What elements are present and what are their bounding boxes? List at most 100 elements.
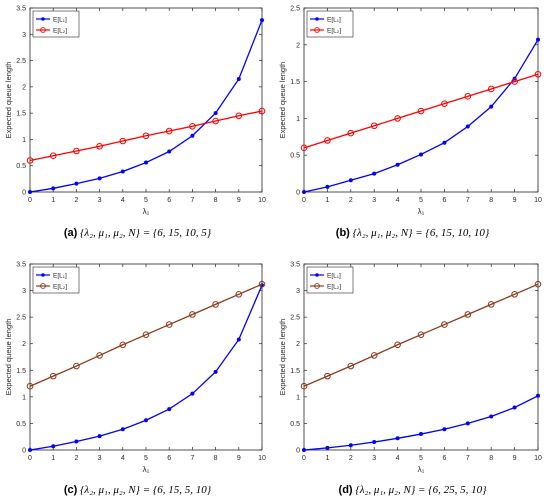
data-point-d-0-6 [442,427,447,432]
data-point-d-1-7 [464,311,472,318]
data-point-a-0-6 [167,149,172,154]
data-point-c-0-5 [144,418,148,423]
x-tick-label-a-8: 8 [214,197,218,204]
series-line-c-1 [29,283,263,387]
data-point-c-0-2 [74,439,79,444]
data-point-b-1-5 [417,107,425,115]
caption-a: (a) {λ₂, μ₁, μ₂, N} = {6, 15, 10, 5} [0,227,275,239]
x-tick-label-c-2: 2 [74,455,78,462]
data-point-a-1-7 [189,122,196,130]
y-tick-label-d-4: 2 [296,341,300,348]
data-point-b-0-10 [536,37,540,42]
y-tick-label-d-1: 0.5 [290,421,300,428]
data-point-a-0-7 [190,133,195,138]
data-point-c-1-0 [26,382,34,390]
y-tick-label-a-2: 1 [22,137,26,144]
y-tick-label-d-0: 0 [296,448,300,455]
data-point-b-0-2 [348,178,353,183]
data-point-d-1-0 [300,382,308,390]
legend-label-d-1: E[L₂] [327,284,341,291]
data-point-c-1-5 [142,331,150,338]
data-point-d-1-3 [370,352,378,359]
caption-a-tag: (a) [63,227,78,239]
data-point-c-1-8 [212,301,219,308]
x-tick-label-d-2: 2 [349,455,353,462]
data-point-c-1-3 [96,352,103,359]
legend-label-a-0: E[L₁] [53,17,67,24]
series-line-b-1 [303,73,539,149]
x-tick-label-c-5: 5 [144,455,148,462]
data-point-b-0-6 [442,140,447,145]
legend-marker-c-0 [41,273,45,277]
data-point-a-1-6 [165,127,173,135]
x-tick-label-b-4: 4 [396,197,400,204]
x-tick-label-d-5: 5 [419,455,423,462]
data-point-b-0-1 [325,184,330,189]
data-point-c-1-4 [119,341,127,349]
data-point-a-0-5 [144,160,148,165]
data-point-c-1-9 [235,290,243,298]
data-point-a-0-0 [28,190,32,194]
y-tick-label-a-5: 2.5 [16,58,26,65]
x-tick-label-d-7: 7 [466,455,470,462]
data-point-b-1-2 [347,129,355,137]
chart-a: 0 1 2 3 4 5 6 7 8 9 10 0 0.5 1 1.5 2 2.5 3 3.5 λ₁ Expected q… [4,6,266,217]
plot-area-b [303,7,539,193]
data-point-b-0-0 [302,190,306,194]
data-point-b-1-10 [534,70,542,78]
y-axis-label-a: Expected queue length [4,62,13,139]
data-point-b-1-6 [441,100,448,107]
x-tick-label-a-2: 2 [74,197,78,204]
data-point-a-0-10 [260,18,264,23]
y-tick-label-c-3: 1.5 [16,368,26,375]
x-tick-label-a-3: 3 [98,197,102,204]
data-point-a-1-3 [96,142,103,150]
legend-marker-c-1 [40,283,46,289]
data-point-b-1-4 [394,115,401,122]
x-tick-label-c-7: 7 [190,455,194,462]
data-point-c-1-7 [189,311,196,318]
data-point-d-0-1 [325,445,330,450]
data-point-d-0-10 [536,393,540,398]
data-point-a-1-8 [212,117,219,125]
x-tick-label-b-9: 9 [513,197,517,204]
data-point-d-0-0 [302,448,306,452]
x-tick-label-c-1: 1 [51,455,55,462]
y-tick-label-d-5: 2.5 [290,315,300,322]
data-point-d-1-1 [324,372,331,380]
data-point-d-1-9 [511,290,518,298]
data-point-c-0-0 [28,448,32,452]
data-point-d-0-7 [465,421,470,426]
y-tick-label-c-6: 3 [22,288,26,295]
data-point-b-0-8 [489,104,494,109]
y-tick-label-d-3: 1.5 [290,368,300,375]
x-tick-label-b-6: 6 [442,197,446,204]
y-tick-label-a-3: 1.5 [16,111,26,118]
y-tick-label-b-1: 0.5 [290,153,300,160]
data-point-c-1-2 [73,362,80,370]
x-tick-label-c-8: 8 [214,455,218,462]
data-point-d-0-3 [372,440,377,445]
y-tick-label-b-5: 2.5 [290,6,300,13]
x-tick-label-d-4: 4 [396,455,400,462]
chart-c: 0 1 2 3 4 5 6 7 8 9 10 0 0.5 1 1.5 2 2.5 3 3.5 λ₁ Expected q… [4,262,266,475]
x-tick-label-a-4: 4 [121,197,125,204]
y-tick-label-d-6: 3 [296,288,300,295]
data-point-a-1-9 [235,112,243,120]
x-axis-label-a: λ₁ [143,207,150,216]
y-axis-label-b: Expected queue length [278,62,287,139]
y-axis-label-c: Expected queue length [4,319,13,396]
x-tick-label-a-6: 6 [167,197,171,204]
y-tick-label-a-7: 3.5 [16,6,26,13]
y-tick-label-b-3: 1.5 [290,79,300,86]
data-point-a-0-9 [236,76,241,81]
data-point-d-1-6 [441,321,448,328]
x-tick-label-b-8: 8 [489,197,493,204]
data-point-b-1-1 [324,137,331,144]
caption-d: (d) {λ₂, μ₁, μ₂, N} = {6, 25, 5, 10} [275,484,550,496]
caption-c: (c) {λ₂, μ₁, μ₂, N} = {6, 15, 5, 10} [0,484,275,496]
data-point-a-1-10 [258,107,266,115]
legend-marker-b-1 [314,27,320,33]
plot-area-d [303,263,539,451]
